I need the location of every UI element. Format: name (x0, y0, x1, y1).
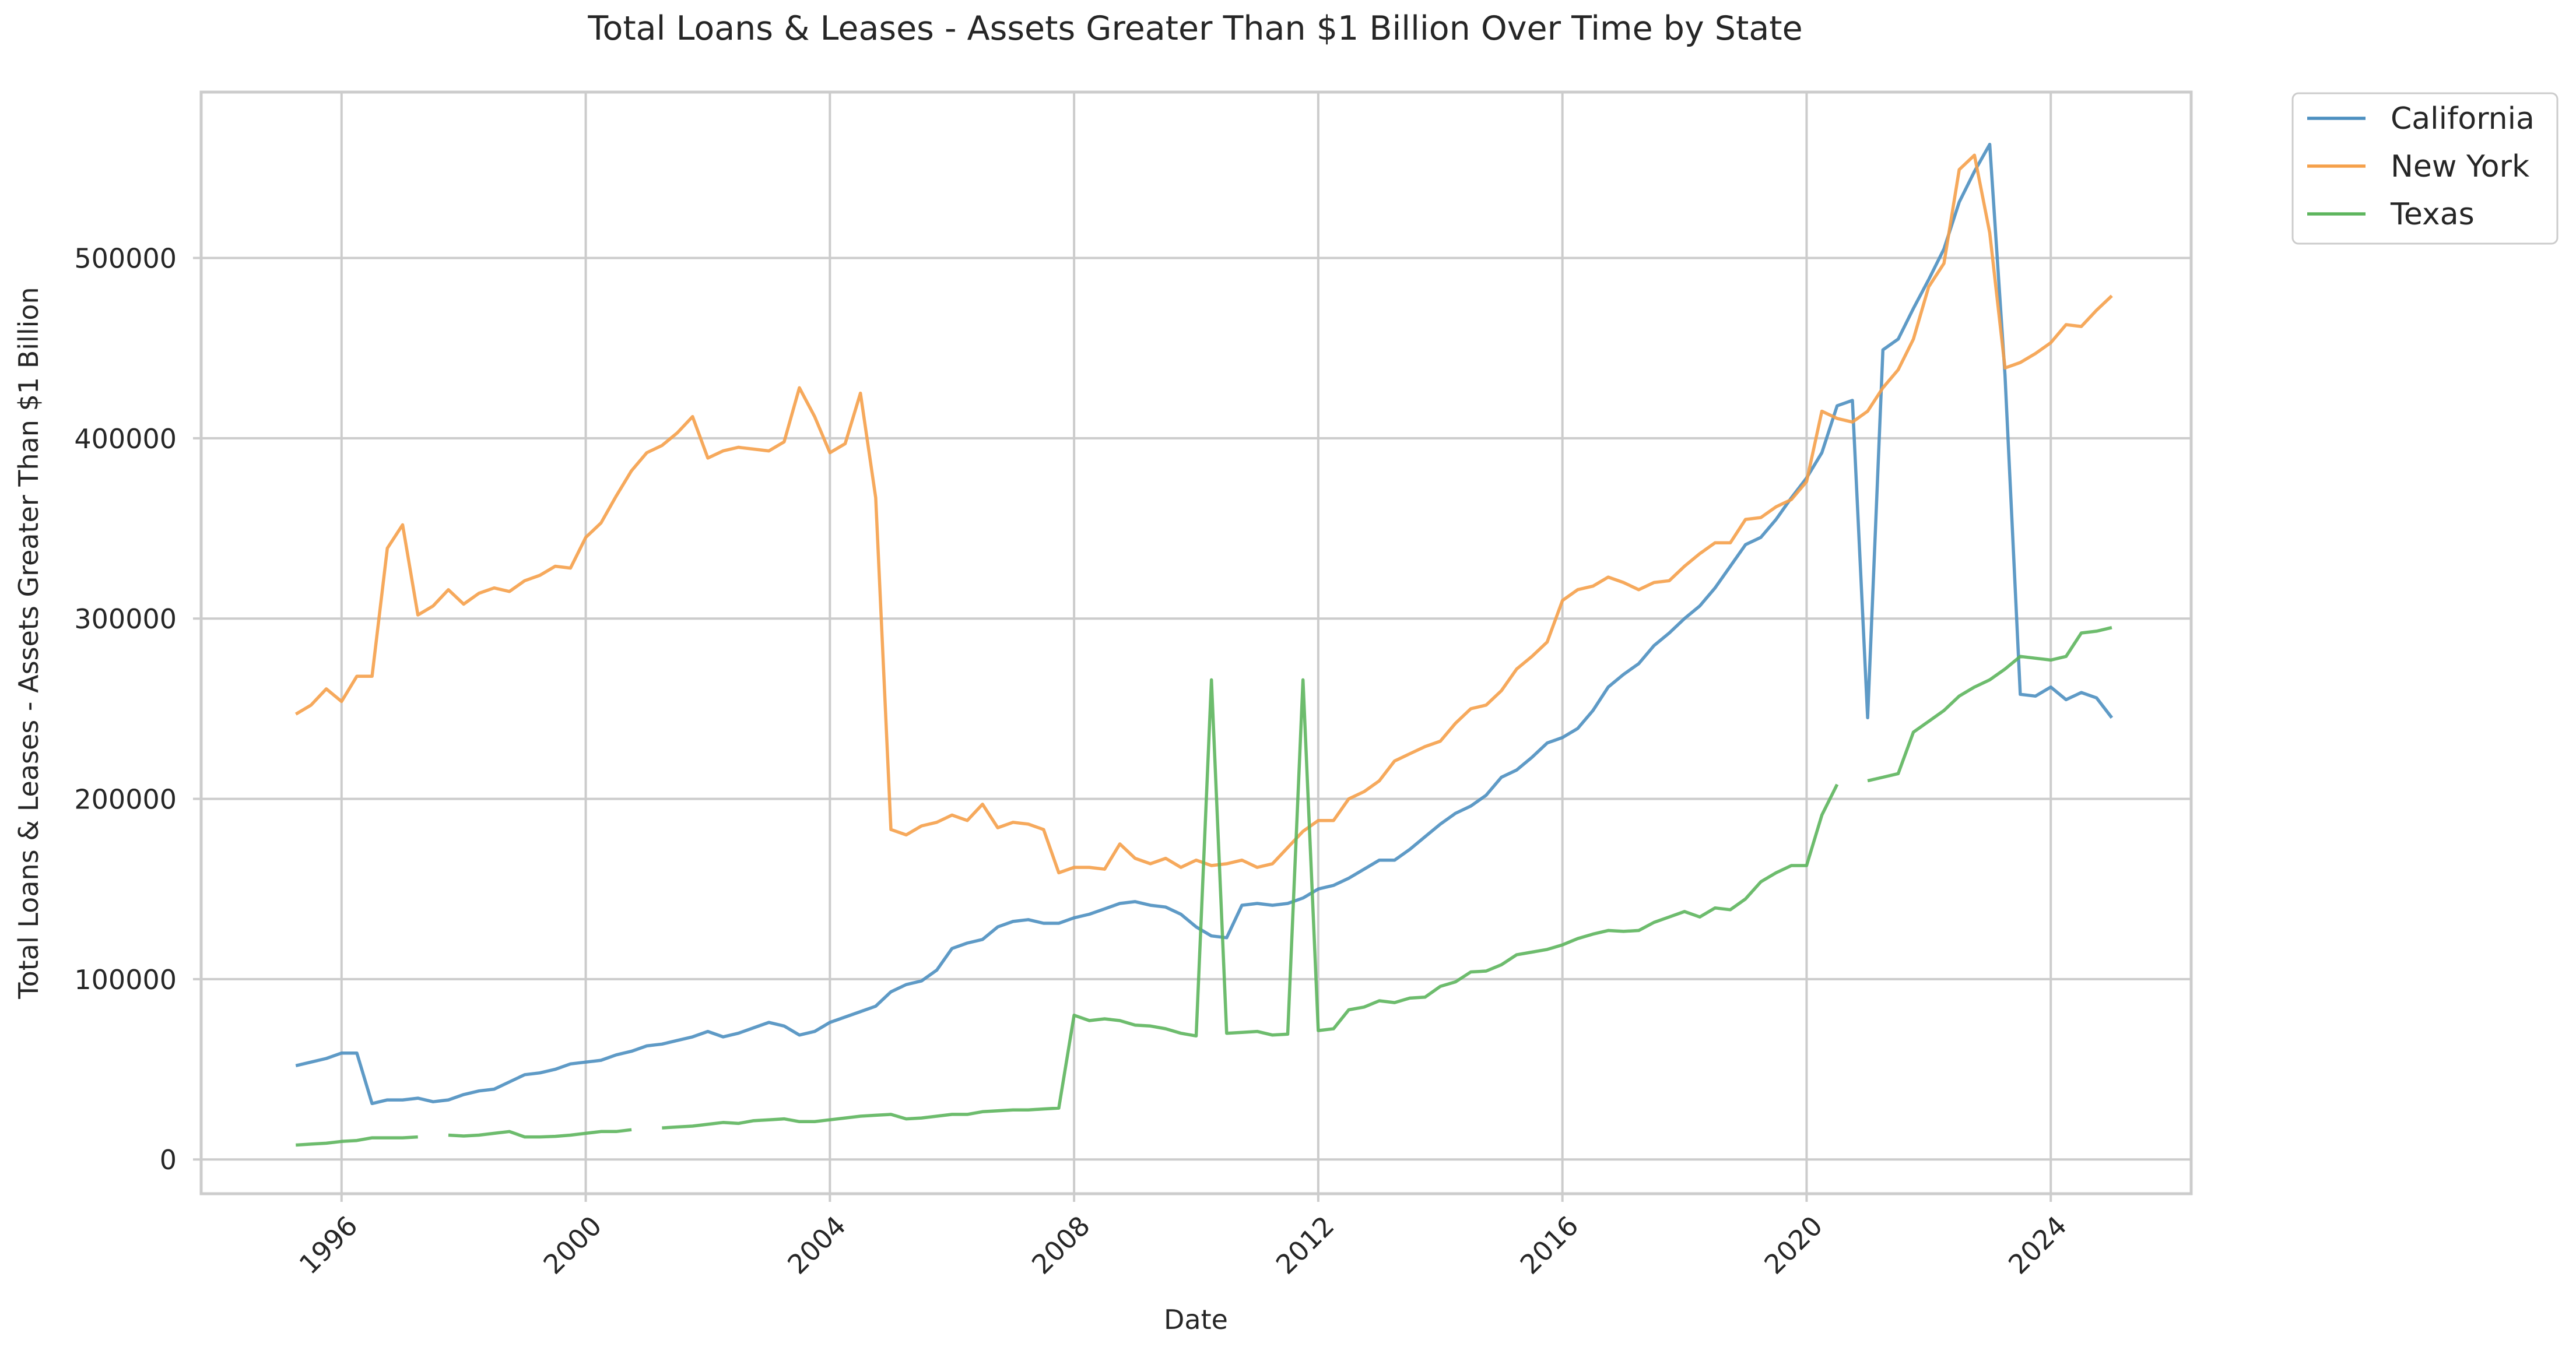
y-axis-label: Total Loans & Leases - Assets Greater Th… (13, 287, 44, 999)
legend-label-texas: Texas (2390, 197, 2475, 232)
series-layer (294, 142, 2114, 1147)
y-tick-label: 400000 (74, 423, 177, 455)
x-tick-label: 2012 (1270, 1210, 1340, 1281)
grid-layer (193, 92, 2191, 1202)
y-tick-label: 300000 (74, 603, 177, 635)
x-tick-label: 2016 (1514, 1210, 1584, 1281)
series-line-new-york (294, 153, 2113, 875)
series-line-california (295, 142, 2114, 1106)
x-tick-label: 2024 (2002, 1210, 2073, 1281)
x-axis-label: Date (1164, 1304, 1228, 1335)
chart-title: Total Loans & Leases - Assets Greater Th… (587, 9, 1802, 48)
y-tick-labels: 0 100000 200000 300000 400000 500000 (74, 243, 177, 1176)
y-tick-label: 0 (160, 1144, 177, 1176)
x-tick-label: 1996 (293, 1210, 364, 1281)
legend: California New York Texas (2291, 92, 2559, 245)
legend-frame (2291, 92, 2559, 245)
x-tick-labels: 1996 2000 2004 2008 2012 2016 2020 2024 (293, 1210, 2073, 1281)
legend-label-new-york: New York (2391, 149, 2529, 184)
y-tick-label: 500000 (74, 243, 177, 275)
x-tick-label: 2004 (781, 1210, 852, 1281)
series-line-texas (296, 626, 2112, 1147)
x-tick-label: 2000 (537, 1210, 608, 1281)
y-tick-label: 100000 (74, 964, 177, 996)
x-tick-label: 2008 (1026, 1210, 1096, 1281)
plot-frame (199, 90, 2193, 1195)
y-tick-label: 200000 (74, 784, 177, 815)
legend-items: California New York Texas (2307, 101, 2535, 232)
legend-label-california: California (2391, 101, 2535, 136)
x-tick-label: 2020 (1758, 1210, 1829, 1281)
